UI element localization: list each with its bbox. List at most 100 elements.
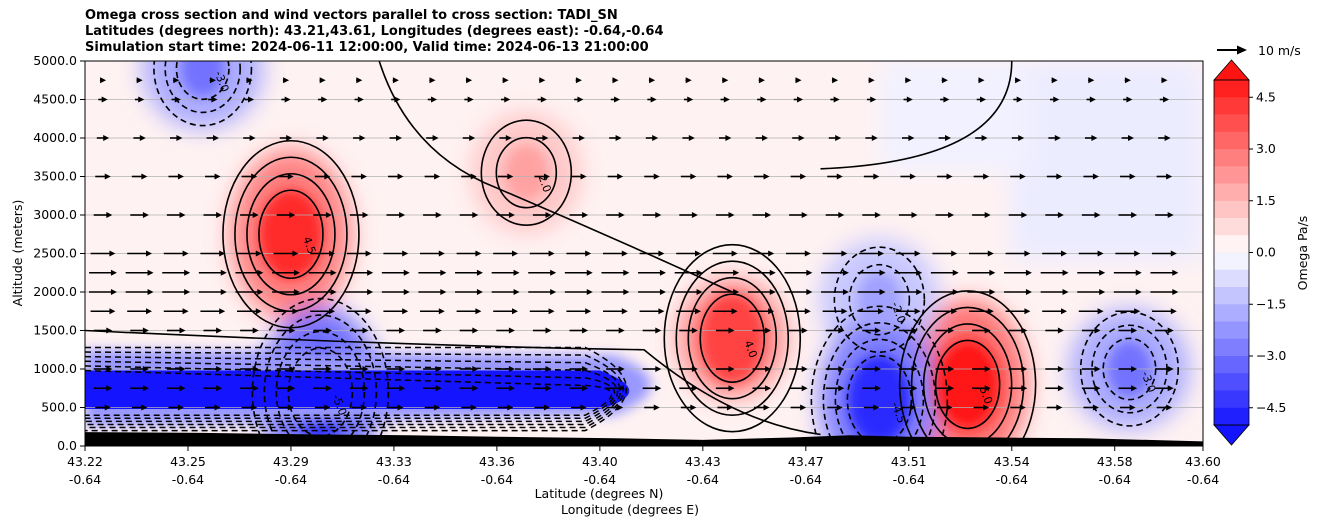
wind-vector-head	[435, 212, 442, 218]
wind-vector	[1120, 173, 1136, 180]
wind-vector-head	[731, 308, 738, 315]
wind-vector	[200, 308, 226, 315]
wind-vector-head	[582, 366, 589, 372]
wind-vector	[679, 212, 698, 218]
wind-vector-head	[438, 250, 445, 257]
contour-line	[833, 246, 926, 354]
wind-vector-head	[763, 173, 770, 180]
wind-vector	[757, 96, 767, 103]
wind-vector	[969, 250, 994, 257]
wind-vector	[898, 366, 918, 372]
contour-line	[246, 172, 336, 296]
wind-vector-head	[1021, 385, 1028, 392]
wind-vector-head	[357, 96, 364, 103]
omega-core	[504, 144, 549, 201]
wind-vector-head	[173, 77, 180, 84]
wind-vector-head	[508, 366, 515, 372]
wind-vector-head	[989, 289, 996, 295]
wind-vector	[1005, 250, 1031, 257]
wind-vector-head	[213, 135, 219, 141]
wind-vector-head	[356, 77, 363, 84]
wind-vector	[532, 212, 552, 218]
wind-vector-head	[984, 327, 991, 334]
wind-vector-head	[1094, 212, 1101, 218]
wind-vector-head	[1094, 327, 1101, 334]
wind-vector-head	[286, 135, 293, 141]
wind-vector-head	[216, 327, 223, 334]
wind-vector	[162, 289, 191, 295]
wind-vector-head	[948, 366, 955, 372]
wind-vector	[235, 289, 264, 295]
x-tick-label-lon: -0.64	[172, 472, 204, 487]
wind-vector-head	[586, 289, 593, 295]
wind-vector	[712, 308, 738, 315]
wind-vector-head	[1129, 173, 1136, 180]
wind-vector-head	[284, 96, 291, 103]
x-tick-label-lon: -0.64	[378, 472, 410, 487]
wind-vector	[825, 212, 845, 218]
wind-vector-head	[1088, 77, 1095, 84]
wind-vector	[754, 404, 770, 411]
wind-vector-head	[806, 269, 813, 276]
wind-vector-head	[659, 269, 666, 276]
wind-vector	[130, 327, 149, 334]
y-tick-label: 4000.0	[33, 130, 77, 145]
contour-line	[910, 306, 1025, 446]
wind-vector-head	[1025, 289, 1032, 295]
x-tick-label-lat: 43.47	[788, 454, 824, 469]
wind-vector-head	[110, 269, 117, 276]
wind-vector	[784, 269, 813, 276]
wind-vector-head	[362, 327, 369, 334]
wind-vector-head	[255, 250, 262, 257]
wind-vector-head	[359, 135, 366, 141]
wind-vector	[423, 212, 442, 218]
wind-vector	[1121, 135, 1134, 141]
colorbar-segment	[1214, 356, 1249, 374]
wind-vector-head	[691, 385, 698, 392]
wind-vector	[423, 327, 442, 334]
wind-vector	[1118, 327, 1138, 334]
contour-line	[85, 365, 616, 420]
contour-line	[898, 290, 1037, 446]
wind-vector	[1008, 366, 1028, 372]
x-tick-label-lat: 43.29	[273, 454, 309, 469]
wind-vector-head	[403, 289, 410, 295]
wind-vector	[1158, 135, 1171, 141]
wind-vector-head	[690, 404, 697, 411]
wind-vector-head	[475, 308, 482, 315]
wind-vector-head	[733, 269, 740, 276]
wind-vector	[276, 366, 296, 372]
wind-vector-head	[765, 327, 772, 334]
wind-vector	[427, 96, 438, 103]
wind-vector-head	[324, 173, 331, 180]
wind-vector	[423, 366, 442, 372]
wind-vector	[420, 250, 445, 257]
wind-vector-head	[540, 96, 547, 103]
wind-vector	[606, 385, 625, 392]
wind-vector	[749, 308, 775, 315]
wind-vector	[603, 250, 628, 257]
wind-vector	[237, 250, 262, 257]
wind-vector	[386, 212, 406, 218]
wind-vector	[607, 173, 624, 180]
wind-vector-head	[1051, 77, 1058, 84]
wind-vector-head	[179, 366, 186, 372]
wind-vector-head	[438, 308, 445, 315]
wind-vector	[648, 77, 656, 84]
wind-vector	[609, 135, 622, 141]
wind-vector	[459, 366, 479, 372]
wind-vector	[825, 327, 845, 334]
wind-vector	[572, 135, 585, 141]
wind-vector	[1161, 77, 1168, 84]
wind-vector	[95, 173, 111, 180]
wind-vector-head	[832, 77, 839, 84]
omega-core	[180, 61, 225, 97]
wind-vector-head	[1163, 96, 1170, 103]
wind-vector-head	[1167, 327, 1174, 334]
wind-vector	[308, 289, 337, 295]
wind-vector-head	[367, 289, 374, 295]
wind-vector	[644, 404, 660, 411]
wind-vector	[720, 96, 730, 103]
wind-vector	[715, 385, 735, 392]
wind-vector	[345, 289, 374, 295]
